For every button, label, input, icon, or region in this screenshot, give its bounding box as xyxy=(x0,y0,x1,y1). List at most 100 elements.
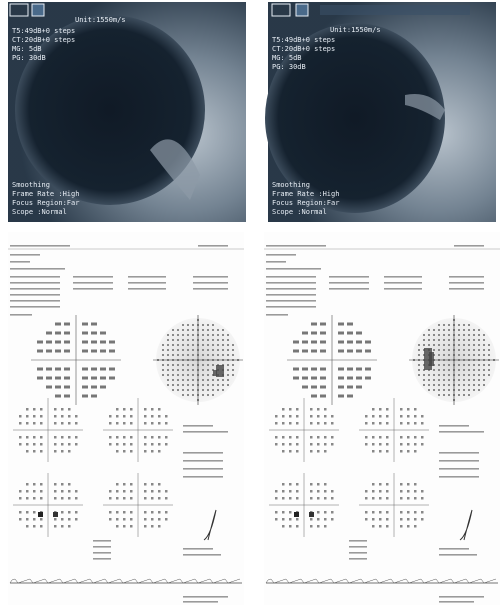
settings-text: Scope :Normal xyxy=(272,208,327,216)
grey-dot xyxy=(172,374,174,376)
deviation-symbol xyxy=(19,497,22,500)
value-cell xyxy=(82,385,88,389)
grey-dot xyxy=(468,354,470,356)
deviation-symbol xyxy=(414,525,417,528)
value-cell xyxy=(293,376,299,380)
grey-dot xyxy=(443,334,445,336)
grey-dot xyxy=(428,384,430,386)
grey-dot xyxy=(182,324,184,326)
grey-dot xyxy=(222,379,224,381)
deviation-symbol xyxy=(61,490,64,493)
grey-dot xyxy=(458,364,460,366)
deviation-symbol xyxy=(282,497,285,500)
deviation-symbol xyxy=(68,450,71,453)
grey-dot xyxy=(433,334,435,336)
deviation-symbol xyxy=(289,415,292,418)
value-cell xyxy=(293,367,299,371)
value-cell xyxy=(320,322,326,326)
grey-dot xyxy=(478,354,480,356)
settings-text: Frame Rate :High xyxy=(12,190,79,198)
grey-dot xyxy=(458,339,460,341)
grey-dot xyxy=(207,364,209,366)
deviation-symbol xyxy=(158,450,161,453)
deviation-symbol xyxy=(282,436,285,439)
grey-dot xyxy=(182,364,184,366)
deviation-symbol xyxy=(282,483,285,486)
grey-dot xyxy=(162,354,164,356)
grey-dot xyxy=(478,389,480,391)
value-cell xyxy=(46,376,52,380)
print-line xyxy=(449,282,484,284)
grey-dot xyxy=(458,394,460,396)
grey-dot xyxy=(227,384,229,386)
print-line xyxy=(183,425,213,427)
grey-dot xyxy=(187,329,189,331)
grey-dot xyxy=(162,344,164,346)
deviation-symbol xyxy=(275,422,278,425)
grey-dot xyxy=(443,329,445,331)
deviation-symbol xyxy=(54,436,57,439)
deviation-symbol xyxy=(414,415,417,418)
value-cell xyxy=(347,376,353,380)
grey-dot xyxy=(478,344,480,346)
grey-dot xyxy=(463,394,465,396)
deviation-symbol xyxy=(365,497,368,500)
print-line xyxy=(439,468,479,470)
deviation-symbol xyxy=(26,490,29,493)
deviation-symbol xyxy=(109,497,112,500)
grey-dot xyxy=(207,379,209,381)
deviation-symbol xyxy=(365,436,368,439)
value-cell xyxy=(311,340,317,344)
deviation-symbol xyxy=(296,518,299,521)
value-cell xyxy=(64,349,70,353)
deviation-symbol xyxy=(68,436,71,439)
value-cell xyxy=(311,331,317,335)
value-cell xyxy=(55,331,61,335)
print-line xyxy=(349,546,367,548)
deviation-symbol xyxy=(310,525,313,528)
deviation-symbol xyxy=(407,490,410,493)
grey-dot xyxy=(207,334,209,336)
print-line xyxy=(10,288,60,290)
grey-dot xyxy=(448,329,450,331)
header-text: MG: 5dB xyxy=(272,54,302,62)
grey-dot xyxy=(172,354,174,356)
value-cell xyxy=(320,376,326,380)
print-line xyxy=(266,288,316,290)
print-line xyxy=(10,245,70,247)
grey-dot xyxy=(207,344,209,346)
deviation-symbol xyxy=(414,408,417,411)
deviation-symbol xyxy=(151,483,154,486)
grey-dot xyxy=(448,334,450,336)
value-cell xyxy=(100,349,106,353)
value-cell xyxy=(293,349,299,353)
deviation-symbol xyxy=(331,518,334,521)
deviation-symbol xyxy=(421,497,424,500)
print-line xyxy=(266,300,316,302)
grey-dot xyxy=(227,379,229,381)
grey-dot xyxy=(468,374,470,376)
print-line xyxy=(183,601,218,603)
deviation-symbol xyxy=(289,490,292,493)
grey-dot xyxy=(167,379,169,381)
signature xyxy=(203,509,217,541)
deviation-symbol xyxy=(61,408,64,411)
deviation-symbol xyxy=(296,497,299,500)
grey-dot xyxy=(418,374,420,376)
grey-dot xyxy=(217,389,219,391)
deviation-symbol xyxy=(130,497,133,500)
deviation-symbol xyxy=(165,436,168,439)
grey-dot xyxy=(202,354,204,356)
grey-dot xyxy=(192,384,194,386)
icon xyxy=(9,3,29,17)
grey-dot xyxy=(192,339,194,341)
grey-dot xyxy=(187,374,189,376)
grey-dot xyxy=(182,394,184,396)
deviation-symbol xyxy=(414,450,417,453)
deviation-symbol xyxy=(75,518,78,521)
deviation-symbol xyxy=(68,497,71,500)
deviation-symbol xyxy=(414,497,417,500)
deviation-symbol xyxy=(407,525,410,528)
deviation-symbol xyxy=(54,483,57,486)
deviation-symbol xyxy=(123,490,126,493)
